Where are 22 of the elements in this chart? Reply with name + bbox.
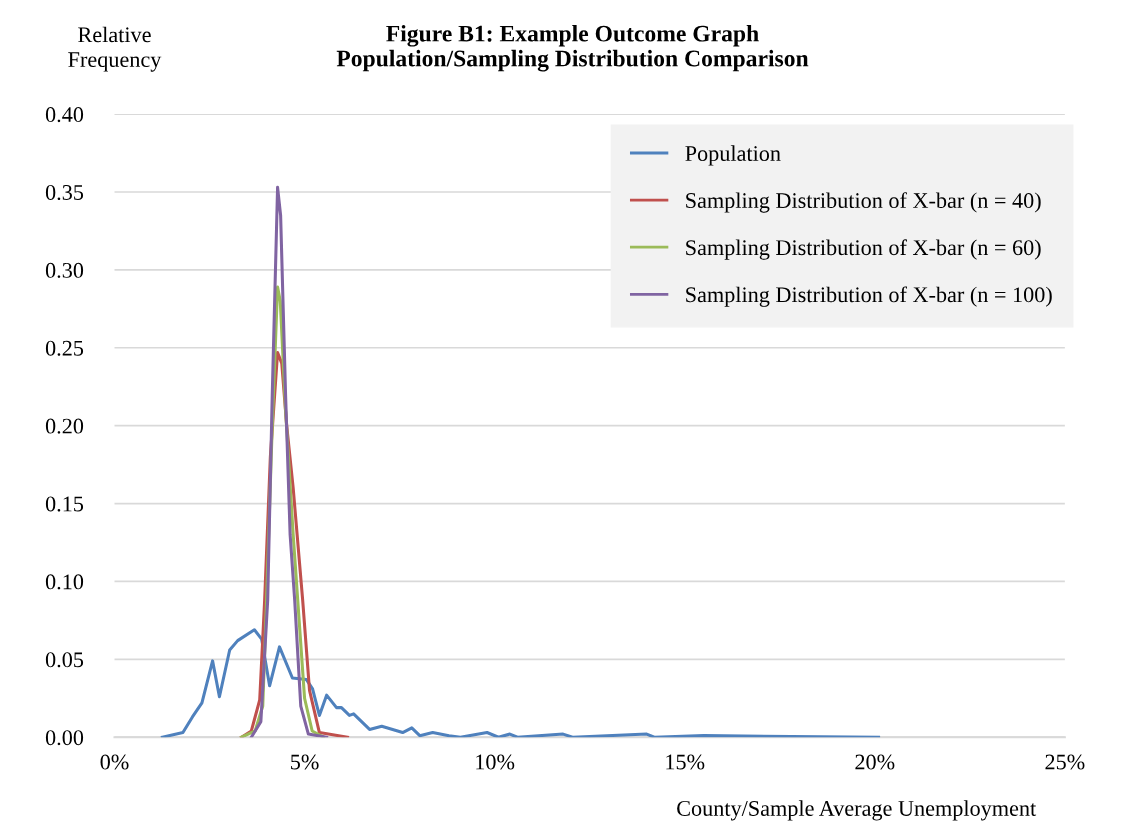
y-tick-label: 0.15 bbox=[45, 496, 84, 512]
legend-label: Sampling Distribution of X-bar (n = 100) bbox=[686, 286, 1052, 307]
y-tick-label: 0.20 bbox=[45, 418, 84, 434]
legend-label: Population bbox=[685, 145, 781, 166]
x-tick-label: 15% bbox=[666, 754, 705, 770]
y-tick-label: 0.05 bbox=[45, 652, 84, 668]
chart-title: Figure B1: Example Outcome Graph Population/Sampling Distribution Comparison bbox=[336, 24, 809, 72]
x-tick-label: 20% bbox=[855, 754, 895, 770]
legend-label: Sampling Distribution of X-bar (n = 40) bbox=[686, 192, 1041, 213]
x-tick-label: 5% bbox=[291, 754, 319, 770]
y-tick-label: 0.00 bbox=[45, 730, 84, 746]
y-axis-title: Relative Frequency bbox=[68, 26, 162, 72]
x-tick-label: 10% bbox=[476, 754, 515, 770]
x-tick-label: 0% bbox=[100, 754, 129, 770]
legend-label: Sampling Distribution of X-bar (n = 60) bbox=[686, 239, 1041, 260]
y-tick-label: 0.10 bbox=[45, 574, 84, 590]
y-tick-label: 0.30 bbox=[45, 262, 84, 278]
y-tick-label: 0.25 bbox=[45, 340, 84, 356]
x-axis-title: County/Sample Average Unemployment bbox=[677, 800, 1037, 821]
x-tick-label: 25% bbox=[1045, 754, 1085, 770]
y-tick-label: 0.35 bbox=[45, 184, 84, 201]
y-tick-label: 0.40 bbox=[45, 107, 84, 123]
